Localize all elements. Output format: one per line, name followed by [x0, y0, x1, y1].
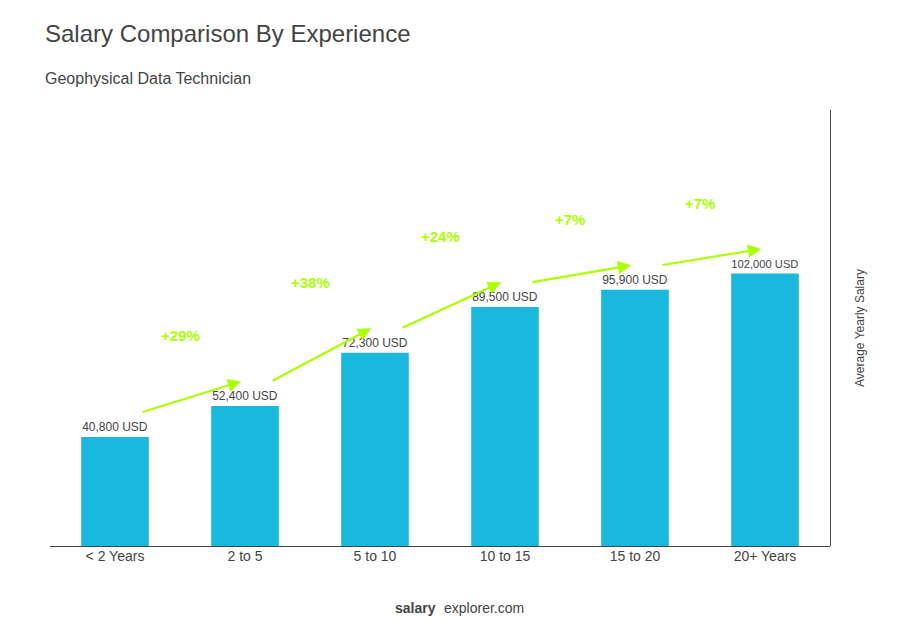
svg-text:20+ Years: 20+ Years	[734, 548, 797, 564]
svg-text:15 to 20: 15 to 20	[610, 548, 661, 564]
svg-text:salary: salary	[395, 600, 436, 616]
svg-text:5 to 10: 5 to 10	[354, 548, 397, 564]
svg-text:+38%: +38%	[291, 274, 330, 291]
svg-text:Average Yearly Salary: Average Yearly Salary	[853, 269, 867, 387]
svg-text:40,800 USD: 40,800 USD	[82, 420, 148, 434]
svg-text:+7%: +7%	[685, 195, 715, 212]
svg-text:+29%: +29%	[161, 327, 200, 344]
svg-text:Salary Comparison By Experienc: Salary Comparison By Experience	[45, 20, 411, 47]
svg-text:102,000 USD: 102,000 USD	[731, 258, 798, 270]
svg-text:10 to 15: 10 to 15	[480, 548, 531, 564]
svg-text:explorer.com: explorer.com	[444, 600, 524, 616]
svg-text:Geophysical Data Technician: Geophysical Data Technician	[45, 70, 251, 87]
svg-text:< 2 Years: < 2 Years	[86, 548, 145, 564]
svg-text:+24%: +24%	[421, 228, 460, 245]
svg-text:2 to 5: 2 to 5	[227, 548, 262, 564]
svg-text:72,300 USD: 72,300 USD	[342, 336, 408, 350]
svg-text:89,500 USD: 89,500 USD	[472, 290, 538, 304]
svg-text:52,400 USD: 52,400 USD	[212, 389, 278, 403]
svg-text:95,900 USD: 95,900 USD	[602, 273, 668, 287]
svg-text:+7%: +7%	[555, 211, 585, 228]
